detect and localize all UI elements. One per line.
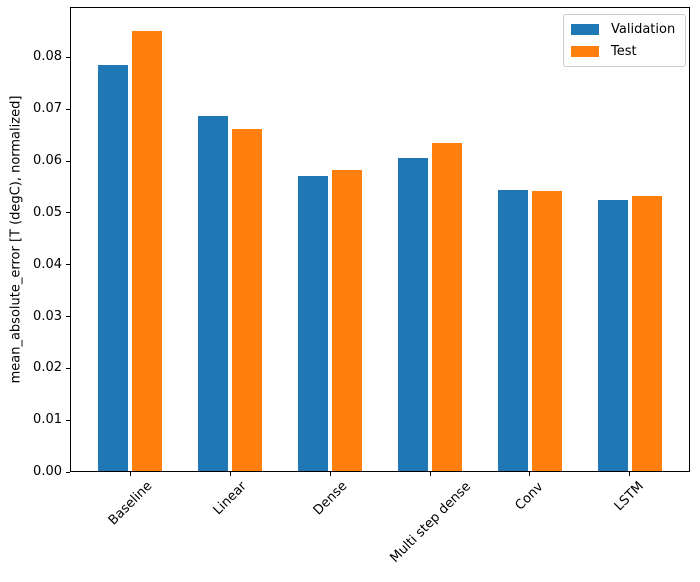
bar-test-lstm <box>631 195 662 472</box>
y-tick <box>66 264 70 266</box>
bar-validation-linear <box>198 116 229 472</box>
bar-validation-dense <box>298 176 329 472</box>
bar-validation-baseline <box>98 65 129 472</box>
y-tick-label: 0.08 <box>33 49 62 65</box>
x-tick <box>629 472 631 476</box>
legend-label-validation: Validation <box>611 22 676 37</box>
y-tick <box>66 108 70 110</box>
bar-validation-multi-step-dense <box>398 157 428 472</box>
y-tick-label: 0.00 <box>33 464 62 479</box>
y-tick-label: 0.06 <box>33 153 62 168</box>
bar-test-dense <box>332 170 362 472</box>
x-tick-label-multi-step-dense: Multi step dense <box>386 478 474 566</box>
legend-item-validation: Validation <box>571 22 677 37</box>
bar-test-conv <box>531 190 562 472</box>
y-tick <box>66 367 70 369</box>
x-tick <box>329 472 331 476</box>
legend-swatch-validation <box>571 24 599 35</box>
y-tick <box>66 316 70 317</box>
bar-test-multi-step-dense <box>432 143 462 472</box>
x-tick <box>529 472 531 476</box>
x-tick <box>429 472 431 476</box>
legend-item-test: Test <box>571 44 677 59</box>
x-tick-label-baseline: Baseline <box>105 479 156 529</box>
y-tick-label: 0.01 <box>33 412 62 428</box>
y-tick-label: 0.03 <box>33 308 62 324</box>
y-tick <box>66 160 70 162</box>
x-tick-label-conv: Conv <box>512 479 547 513</box>
y-tick-label: 0.07 <box>33 101 62 117</box>
legend: Validation Test <box>563 14 686 67</box>
x-tick <box>129 472 131 476</box>
bar-validation-lstm <box>597 200 628 472</box>
legend-swatch-test <box>571 46 599 57</box>
bar-test-baseline <box>132 30 163 472</box>
bar-test-linear <box>232 128 263 472</box>
bar-validation-conv <box>497 189 528 472</box>
x-tick <box>229 472 231 476</box>
y-tick-label: 0.04 <box>33 256 62 272</box>
x-tick-label-dense: Dense <box>310 478 350 519</box>
y-tick <box>66 56 70 58</box>
y-tick-label: 0.05 <box>33 204 62 220</box>
y-tick <box>66 419 70 421</box>
y-tick <box>66 471 70 473</box>
y-axis-label: mean_absolute_error [T (degC), normalize… <box>8 95 24 384</box>
x-tick-label-linear: Linear <box>210 478 250 518</box>
legend-label-test: Test <box>611 44 637 59</box>
y-tick-label: 0.02 <box>33 360 62 376</box>
x-tick-label-lstm: LSTM <box>612 479 648 515</box>
y-tick <box>66 212 70 214</box>
